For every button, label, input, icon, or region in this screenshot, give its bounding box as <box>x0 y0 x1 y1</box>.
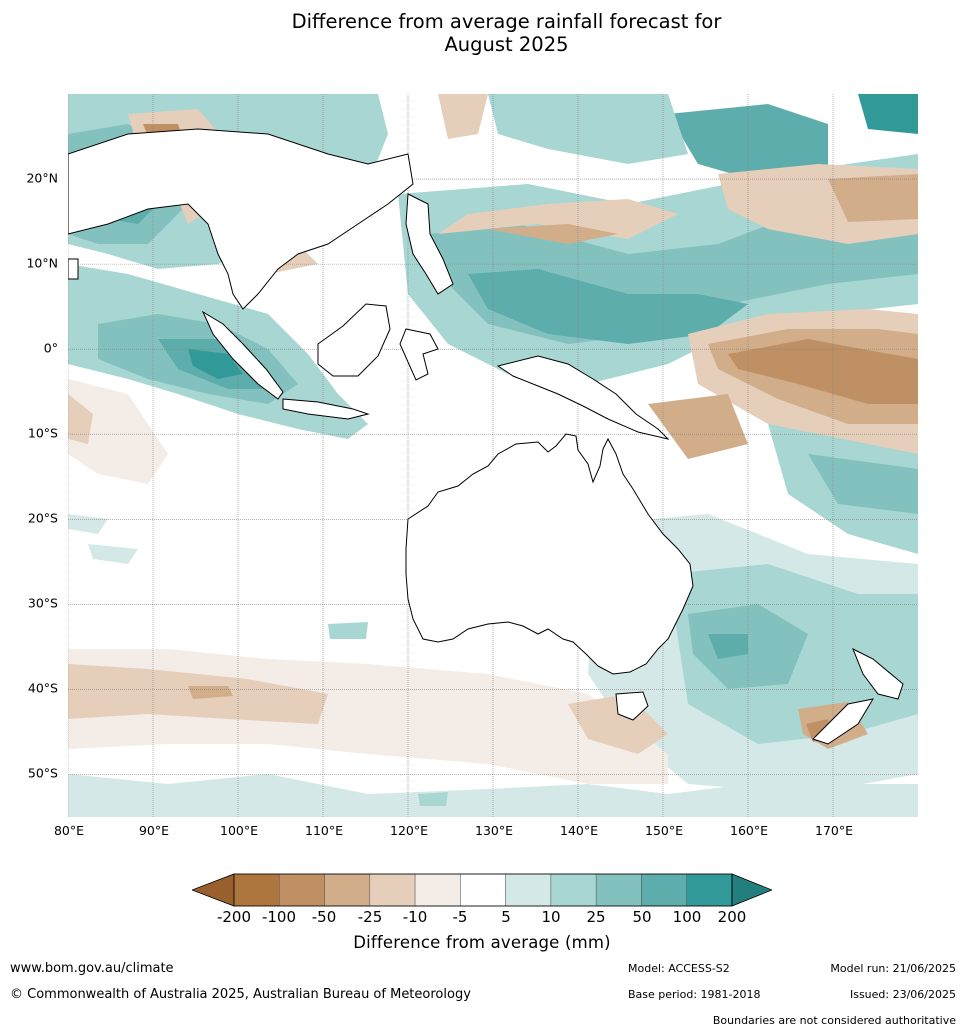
colorbar-bin <box>324 873 371 907</box>
rainfall-map-svg <box>68 94 918 817</box>
latitude-label-1: 10°N <box>26 255 58 271</box>
colorbar-bin <box>414 873 461 907</box>
sumatra <box>201 310 284 400</box>
anomaly-region <box>858 94 918 134</box>
anomaly-region <box>648 394 748 459</box>
longitude-label-2: 100°E <box>219 823 259 838</box>
colorbar-tick-9: 50 <box>632 908 652 926</box>
colorbar-label: Difference from average (mm) <box>353 933 611 952</box>
new-zealand-north <box>852 647 904 700</box>
latitude-label-5: 30°S <box>27 595 58 611</box>
anomaly-region <box>418 792 448 806</box>
colorbar-bin <box>641 873 687 907</box>
colorbar-frame <box>233 873 733 907</box>
colorbar-extend-low <box>192 873 235 907</box>
colorbar-bin <box>550 873 597 907</box>
graticule <box>68 94 918 817</box>
colorbar-bin <box>460 873 506 907</box>
longitude-label-9: 170°E <box>814 823 854 838</box>
latitude-label-2: 0° <box>43 340 58 356</box>
colorbar-tick-7: 10 <box>541 908 561 926</box>
colorbar-bin <box>233 873 280 907</box>
colorbar-tick-2: -50 <box>311 908 337 926</box>
anomaly-region <box>438 199 678 239</box>
latitude-label-7: 50°S <box>27 765 58 781</box>
colorbar-bin <box>595 873 642 907</box>
tasmania <box>615 691 649 721</box>
new-guinea <box>496 355 670 440</box>
colorbar-bin <box>686 873 733 907</box>
anomaly-region <box>88 544 138 564</box>
latitude-label-0: 20°N <box>26 170 58 186</box>
title-line-2: August 2025 <box>444 33 569 56</box>
footer-base-period: Base period: 1981-2018 <box>628 988 761 1001</box>
anomaly-region <box>488 94 688 164</box>
rainfall-map <box>68 94 918 817</box>
anomaly-region <box>728 339 918 404</box>
latitude-label-3: 10°S <box>27 425 58 441</box>
footer-issued: Issued: 23/06/2025 <box>849 988 956 1001</box>
longitude-label-6: 140°E <box>559 823 599 838</box>
colorbar-tick-3: -25 <box>357 908 383 926</box>
sri-lanka <box>68 258 79 280</box>
colorbar-bin <box>505 873 552 907</box>
footer-model: Model: ACCESS-S2 <box>628 962 730 975</box>
anomaly-region <box>68 379 168 484</box>
colorbar-bins <box>233 873 733 907</box>
longitude-label-5: 130°E <box>474 823 514 838</box>
anomaly-region <box>328 622 368 639</box>
title-line-1: Difference from average rainfall forecas… <box>291 10 722 33</box>
longitude-label-7: 150°E <box>644 823 684 838</box>
colorbar-tick-11: 200 <box>717 908 747 926</box>
longitude-label-4: 120°E <box>389 823 429 838</box>
colorbar-tick-1: -100 <box>261 908 297 926</box>
map-title: Difference from average rainfall forecas… <box>0 10 965 56</box>
landmasses <box>68 128 904 745</box>
footer-model-run: Model run: 21/06/2025 <box>830 962 956 975</box>
colorbar-bin <box>279 873 325 907</box>
anomaly-region <box>488 224 618 244</box>
anomaly-region <box>68 394 93 444</box>
anomaly-region <box>188 349 243 379</box>
philippines <box>405 193 454 295</box>
longitude-label-1: 90°E <box>138 823 170 838</box>
anomaly-region <box>68 774 918 817</box>
footer-copyright: © Commonwealth of Australia 2025, Austra… <box>10 987 471 1002</box>
anomaly-region <box>438 94 488 139</box>
anomaly-region <box>188 686 233 699</box>
colorbar-extend-high <box>731 873 772 907</box>
colorbar-tick-0: -200 <box>216 908 252 926</box>
colorbar-bin <box>369 873 416 907</box>
latitude-label-6: 40°S <box>27 680 58 696</box>
longitude-label-0: 80°E <box>53 823 85 838</box>
footer-url-link[interactable]: www.bom.gov.au/climate <box>10 961 174 976</box>
colorbar <box>192 873 772 907</box>
colorbar-tick-4: -10 <box>402 908 428 926</box>
longitude-label-8: 160°E <box>729 823 769 838</box>
footer-boundaries-note: Boundaries are not considered authoritat… <box>712 1014 956 1027</box>
australia <box>405 433 694 675</box>
colorbar-tick-5: -5 <box>452 908 468 926</box>
sulawesi <box>399 328 439 381</box>
anomaly-region <box>828 174 918 222</box>
latitude-label-4: 20°S <box>27 510 58 526</box>
java <box>282 398 370 420</box>
anomaly-region <box>468 269 748 344</box>
colorbar-tick-6: 5 <box>501 908 511 926</box>
anomaly-region <box>708 634 748 659</box>
borneo <box>317 303 391 377</box>
colorbar-tick-8: 25 <box>586 908 606 926</box>
new-zealand-south <box>812 698 875 745</box>
longitude-label-3: 110°E <box>304 823 344 838</box>
anomaly-region <box>808 454 918 514</box>
mainland-se-asia <box>68 128 414 310</box>
anomaly-region <box>68 514 108 534</box>
colorbar-tick-10: 100 <box>672 908 702 926</box>
